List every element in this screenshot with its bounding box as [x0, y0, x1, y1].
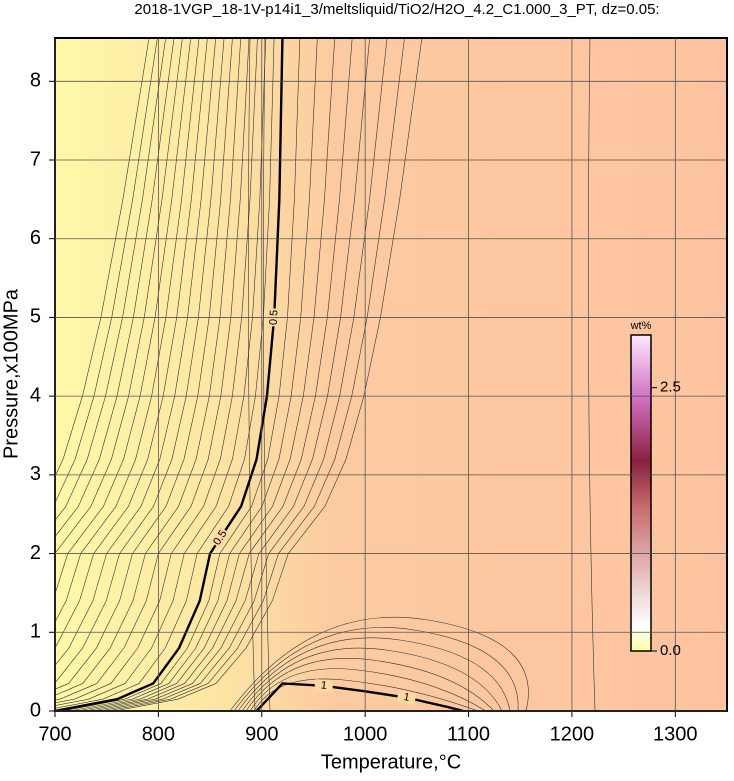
- y-tick-label: 5: [30, 306, 41, 328]
- colorbar: [630, 334, 652, 652]
- chart-title: 2018-1VGP_18-1V-p14i1_3/meltsliquid/TiO2…: [134, 1, 659, 18]
- x-tick-label: 800: [142, 723, 175, 745]
- colorbar-label: wt%: [630, 320, 652, 332]
- minor-contour: [263, 38, 271, 711]
- x-tick-label: 1300: [653, 723, 698, 745]
- contour-label: 1: [402, 691, 410, 704]
- y-tick-label: 2: [30, 542, 41, 564]
- minor-contour: [248, 38, 256, 711]
- y-tick-label: 7: [30, 148, 41, 170]
- minor-contour: [245, 658, 495, 711]
- x-axis-label: Temperature,°C: [321, 751, 461, 773]
- y-tick-label: 0: [30, 699, 41, 721]
- x-tick-label: 1200: [550, 723, 595, 745]
- colorbar-tick-label: 2.5: [660, 379, 681, 396]
- minor-contour: [249, 668, 487, 711]
- colorbar-tick-label: 0.0: [660, 642, 681, 659]
- minor-contour: [237, 637, 511, 711]
- y-tick-label: 3: [30, 463, 41, 485]
- x-tick-label: 1100: [447, 723, 490, 745]
- y-tick-label: 8: [30, 70, 41, 92]
- x-tick-label: 1000: [343, 723, 388, 745]
- y-tick-label: 6: [30, 227, 41, 249]
- y-tick-label: 1: [30, 621, 41, 643]
- y-axis-label: Pressure,x100MPa: [0, 288, 22, 459]
- minor-contour: [588, 38, 596, 711]
- contour-label-bg: [314, 678, 334, 693]
- contour-label: 1: [320, 679, 327, 692]
- x-tick-label: 700: [38, 723, 71, 745]
- minor-contour: [233, 627, 519, 711]
- contour-label-bg: [396, 690, 417, 706]
- contour-label-bg: [210, 527, 231, 549]
- x-tick-label: 900: [245, 723, 278, 745]
- minor-contour: [241, 647, 503, 711]
- minor-contour: [229, 616, 529, 711]
- y-tick-label: 4: [30, 384, 41, 406]
- minor-contour: [253, 678, 479, 711]
